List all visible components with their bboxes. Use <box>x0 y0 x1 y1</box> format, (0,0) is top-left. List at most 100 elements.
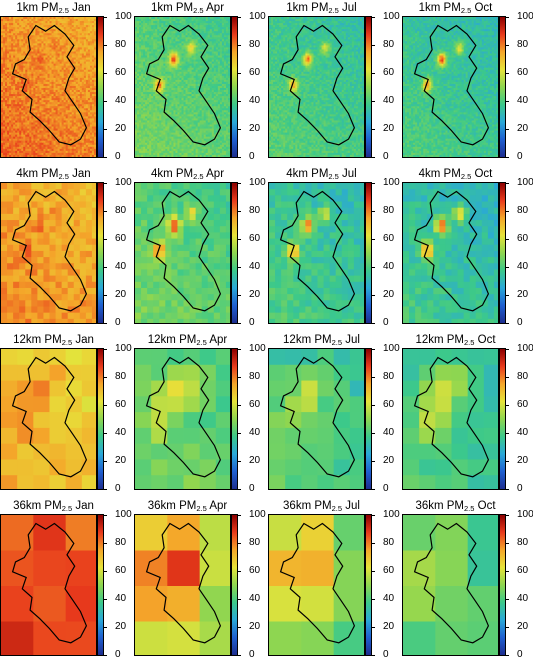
raster-cell <box>199 23 203 26</box>
raster-cell <box>157 73 160 77</box>
raster-cell <box>11 45 14 49</box>
panel-title: 1km PM2.5 Jan <box>0 1 107 18</box>
raster-cell <box>179 33 183 36</box>
raster-cell <box>33 45 36 49</box>
raster-cell <box>23 61 26 65</box>
raster-cell <box>29 102 32 105</box>
raster-cell <box>85 108 89 111</box>
raster-cell <box>151 81 154 85</box>
raster-cell <box>85 88 89 91</box>
raster-cell <box>53 124 57 128</box>
raster-cell <box>75 124 79 128</box>
raster-cell <box>3 55 6 59</box>
raster-cell <box>7 126 10 130</box>
raster-cell <box>37 23 40 26</box>
raster-cell <box>189 53 193 57</box>
raster-cell <box>39 69 43 73</box>
raster-cell <box>171 49 174 53</box>
raster-cell <box>159 49 162 53</box>
raster-cell <box>193 19 197 22</box>
raster-cell <box>55 90 59 93</box>
raster-cell <box>75 67 79 71</box>
raster-cell <box>1 53 4 57</box>
raster-cell <box>139 39 142 42</box>
raster-cell <box>21 94 24 97</box>
raster-cell <box>61 140 65 144</box>
raster-cell <box>89 126 93 130</box>
raster-cell <box>57 106 61 109</box>
raster-cell <box>137 61 140 65</box>
raster-cell <box>63 138 67 142</box>
raster-cell <box>213 77 217 81</box>
raster-cell <box>93 120 96 124</box>
raster-cell <box>93 61 96 65</box>
raster-cell <box>215 29 219 32</box>
raster-cell <box>73 136 77 140</box>
raster-cell <box>91 47 95 51</box>
raster-cell <box>7 25 10 28</box>
raster-cell <box>71 146 75 150</box>
raster-cell <box>69 100 73 103</box>
raster-cell <box>57 49 61 53</box>
raster-cell <box>49 67 53 71</box>
raster-cell <box>85 43 89 46</box>
raster-cell <box>171 79 174 83</box>
raster-cell <box>137 59 140 63</box>
raster-cell <box>35 63 38 67</box>
raster-cell <box>9 59 12 63</box>
raster-cell <box>201 21 205 24</box>
raster-cell <box>185 45 189 49</box>
raster-cell <box>89 96 93 99</box>
raster-cell <box>5 49 8 53</box>
raster-cell <box>215 39 219 42</box>
raster-cell <box>159 75 162 79</box>
raster-cell <box>31 69 34 73</box>
raster-cell <box>85 47 89 51</box>
raster-cell <box>95 122 96 126</box>
raster-cell <box>223 69 227 73</box>
raster-cell <box>159 57 162 61</box>
raster-cell <box>197 61 201 65</box>
raster-cell <box>5 83 8 87</box>
raster-cell <box>11 130 14 134</box>
raster-cell <box>23 63 26 67</box>
raster-cell <box>29 75 32 79</box>
raster-cell <box>13 134 16 138</box>
raster-cell <box>145 77 148 81</box>
raster-cell <box>57 134 61 138</box>
raster-cell <box>83 126 87 130</box>
raster-cell <box>1 39 4 42</box>
raster-cell <box>187 29 191 32</box>
raster-cell <box>137 45 140 49</box>
raster-cell <box>91 116 95 120</box>
raster-cell <box>83 88 87 91</box>
raster-cell <box>87 45 91 49</box>
raster-cell <box>177 51 181 55</box>
raster-cell <box>93 75 96 79</box>
raster-cell <box>81 39 85 42</box>
raster-cell <box>43 25 47 28</box>
raster-cell <box>77 31 81 34</box>
raster-cell <box>85 146 89 150</box>
raster-cell <box>5 45 8 49</box>
raster-cell <box>13 122 16 126</box>
raster-cell <box>199 75 203 79</box>
raster-cell <box>3 144 6 148</box>
raster-cell <box>81 154 85 157</box>
raster-cell <box>171 63 174 67</box>
raster-cell <box>205 59 209 63</box>
raster-cell <box>35 33 38 36</box>
raster-cell <box>145 69 148 73</box>
raster-cell <box>41 110 45 113</box>
raster-cell <box>49 108 53 111</box>
raster-cell <box>15 132 18 136</box>
raster-cell <box>65 23 69 26</box>
raster-cell <box>185 49 189 53</box>
raster-cell <box>21 150 24 154</box>
raster-cell <box>93 132 96 136</box>
raster-cell <box>195 71 199 75</box>
raster-cell <box>93 29 96 32</box>
raster-cell <box>47 136 51 140</box>
raster-cell <box>95 124 96 128</box>
raster-cell <box>61 98 65 101</box>
